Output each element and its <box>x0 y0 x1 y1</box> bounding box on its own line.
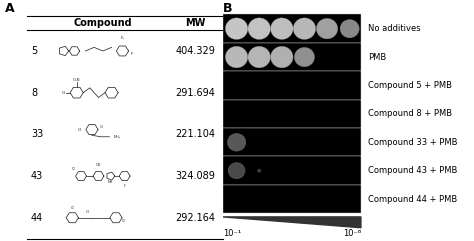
Text: 291.694: 291.694 <box>175 88 216 98</box>
Text: F₃: F₃ <box>120 36 125 40</box>
Bar <box>223 14 361 43</box>
Circle shape <box>228 163 245 179</box>
Text: NH: NH <box>108 180 113 184</box>
Circle shape <box>294 47 315 67</box>
Circle shape <box>225 18 248 40</box>
Text: Compound 5 + PMB: Compound 5 + PMB <box>368 81 453 90</box>
Text: B: B <box>223 2 232 15</box>
Bar <box>223 156 361 185</box>
Text: Cl: Cl <box>122 219 126 223</box>
Text: 44: 44 <box>31 213 43 223</box>
Bar <box>223 128 361 156</box>
Text: Compound 33 + PMB: Compound 33 + PMB <box>368 138 458 147</box>
Text: Compound 44 + PMB: Compound 44 + PMB <box>368 194 458 204</box>
Text: Compound 43 + PMB: Compound 43 + PMB <box>368 166 458 175</box>
Bar <box>223 43 361 71</box>
Text: O: O <box>86 210 89 214</box>
Text: Compound 8 + PMB: Compound 8 + PMB <box>368 109 453 118</box>
Text: F: F <box>124 184 126 187</box>
Text: 33: 33 <box>31 129 43 139</box>
Text: 8: 8 <box>31 88 37 98</box>
Text: F: F <box>131 52 133 56</box>
Circle shape <box>271 46 293 68</box>
Text: 404.329: 404.329 <box>175 46 216 56</box>
Text: NH₂: NH₂ <box>114 135 121 139</box>
Text: A: A <box>5 2 14 15</box>
Polygon shape <box>223 217 361 228</box>
Text: PMB: PMB <box>368 53 387 61</box>
Text: MW: MW <box>185 18 206 28</box>
Bar <box>223 185 361 213</box>
Circle shape <box>340 20 359 38</box>
Text: 43: 43 <box>31 171 43 181</box>
Circle shape <box>228 134 246 151</box>
Circle shape <box>257 169 261 173</box>
Text: OH: OH <box>96 163 101 167</box>
Bar <box>223 71 361 100</box>
Text: O₂N: O₂N <box>73 78 81 82</box>
Circle shape <box>293 18 316 40</box>
Text: Cl: Cl <box>78 127 82 132</box>
Text: 10⁻⁶: 10⁻⁶ <box>343 229 361 238</box>
Circle shape <box>225 46 248 68</box>
Text: 10⁻¹: 10⁻¹ <box>223 229 241 238</box>
Text: Cl: Cl <box>62 91 66 95</box>
Circle shape <box>316 18 337 39</box>
Text: No additives: No additives <box>368 24 421 33</box>
Bar <box>223 100 361 128</box>
Circle shape <box>248 18 271 40</box>
Text: O: O <box>100 125 103 129</box>
Text: log$_{10}$: log$_{10}$ <box>280 199 303 212</box>
Text: 221.104: 221.104 <box>175 129 216 139</box>
Text: Cl: Cl <box>71 206 74 210</box>
Circle shape <box>271 18 293 40</box>
Text: 5: 5 <box>31 46 37 56</box>
Circle shape <box>248 46 271 68</box>
Text: 324.089: 324.089 <box>175 171 216 181</box>
Text: Compound: Compound <box>73 18 132 28</box>
Text: Cl: Cl <box>72 167 75 171</box>
Text: 292.164: 292.164 <box>175 213 216 223</box>
